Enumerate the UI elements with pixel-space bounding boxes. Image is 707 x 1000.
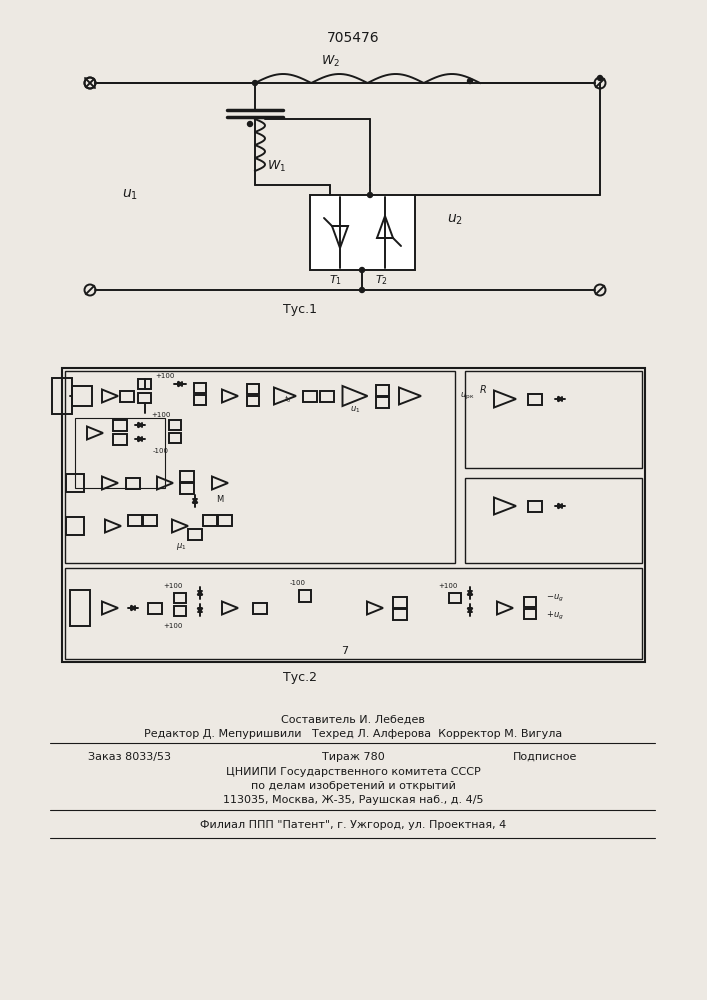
Bar [203, 514, 217, 526]
Text: $T_1$: $T_1$ [329, 273, 342, 287]
Bar [70, 590, 90, 626]
Bar [465, 478, 642, 563]
Bar [218, 514, 232, 526]
Bar [143, 514, 157, 526]
Text: $W_2$: $W_2$ [320, 53, 339, 69]
Bar [66, 517, 84, 535]
Bar [169, 420, 181, 430]
Bar [310, 195, 415, 270]
Bar [120, 390, 134, 401]
Text: Заказ 8033/53: Заказ 8033/53 [88, 752, 172, 762]
Bar [247, 384, 259, 394]
Text: $u_{\text{рк}}$: $u_{\text{рк}}$ [460, 390, 474, 402]
Bar [194, 383, 206, 393]
Text: -100: -100 [290, 580, 306, 586]
Text: $R$: $R$ [479, 383, 487, 395]
Text: Подписное: Подписное [513, 752, 577, 762]
Bar [174, 606, 186, 616]
Text: 705476: 705476 [327, 31, 380, 45]
Text: $t_0$: $t_0$ [284, 393, 292, 405]
Text: +100: +100 [163, 623, 182, 629]
Bar [524, 609, 536, 619]
Bar [113, 420, 127, 430]
Bar [72, 386, 92, 406]
Bar [128, 514, 142, 526]
Text: Редактор Д. Мепуришвили   Техред Л. Алферова  Корректор М. Вигула: Редактор Д. Мепуришвили Техред Л. Алферо… [144, 729, 562, 739]
Text: $+u_g$: $+u_g$ [546, 610, 564, 622]
Text: $T_2$: $T_2$ [375, 273, 387, 287]
Bar [65, 568, 642, 659]
Text: M: M [216, 494, 223, 504]
Bar [524, 597, 536, 607]
Text: Τус.1: Τус.1 [283, 304, 317, 316]
Bar [139, 393, 151, 403]
Circle shape [359, 267, 365, 272]
Text: +100: +100 [163, 583, 182, 589]
Bar [66, 474, 84, 492]
Circle shape [359, 288, 365, 292]
Circle shape [247, 121, 252, 126]
Text: $-u_g$: $-u_g$ [546, 592, 564, 604]
Circle shape [368, 192, 373, 198]
Text: -100: -100 [153, 448, 169, 454]
Bar [65, 371, 455, 563]
Bar [52, 378, 72, 414]
Bar [174, 593, 186, 603]
Text: $\mu_1$: $\mu_1$ [176, 540, 186, 552]
Text: Составитель И. Лебедев: Составитель И. Лебедев [281, 715, 425, 725]
Bar [465, 371, 642, 468]
Circle shape [252, 81, 257, 86]
Text: +100: +100 [156, 373, 175, 379]
Bar [75, 418, 165, 488]
Text: $u_1$: $u_1$ [350, 405, 360, 415]
Text: Тираж 780: Тираж 780 [322, 752, 385, 762]
Text: +100: +100 [151, 412, 170, 418]
Bar [194, 395, 206, 405]
Bar [320, 390, 334, 401]
Bar [303, 390, 317, 401]
Circle shape [467, 79, 472, 84]
Text: Филиал ППП "Патент", г. Ужгород, ул. Проектная, 4: Филиал ППП "Патент", г. Ужгород, ул. Про… [200, 820, 506, 830]
Text: 7: 7 [341, 646, 349, 656]
Bar [148, 602, 162, 613]
Text: ЦНИИПИ Государственного комитета СССР: ЦНИИПИ Государственного комитета СССР [226, 767, 480, 777]
Text: по делам изобретений и открытий: по делам изобретений и открытий [250, 781, 455, 791]
Bar [180, 483, 194, 493]
Bar [247, 396, 259, 406]
Bar [377, 396, 390, 408]
Bar [139, 379, 151, 389]
Bar [393, 596, 407, 607]
Text: +100: +100 [438, 583, 457, 589]
Bar [377, 384, 390, 395]
Bar [180, 471, 194, 482]
Circle shape [597, 76, 602, 81]
Bar [528, 393, 542, 404]
Text: Τус.2: Τус.2 [283, 670, 317, 684]
Bar [449, 593, 461, 603]
Bar [113, 434, 127, 444]
Text: $W_1$: $W_1$ [267, 158, 286, 174]
Bar [393, 608, 407, 619]
Bar [528, 500, 542, 512]
Text: $u_2$: $u_2$ [447, 213, 463, 227]
Bar [188, 528, 202, 540]
Bar [169, 433, 181, 443]
Bar [299, 590, 311, 602]
Bar [62, 368, 645, 662]
Bar [253, 602, 267, 613]
Text: $u_1$: $u_1$ [122, 188, 138, 202]
Bar [126, 478, 140, 488]
Text: 113035, Москва, Ж-35, Раушская наб., д. 4/5: 113035, Москва, Ж-35, Раушская наб., д. … [223, 795, 484, 805]
